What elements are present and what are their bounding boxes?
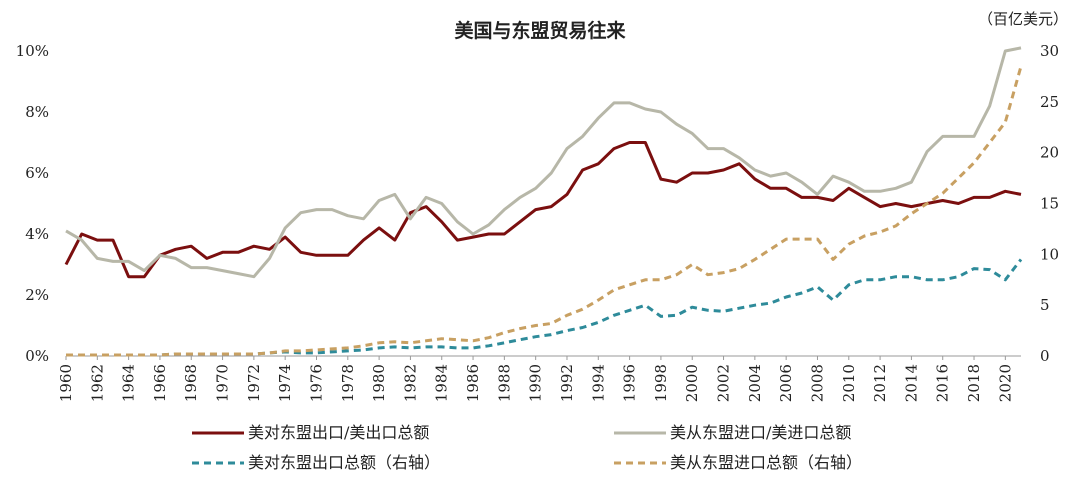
x-tick-label: 1976: [307, 364, 325, 402]
x-tick-label: 2018: [965, 364, 983, 402]
series-line-4: [66, 65, 1023, 357]
x-tick-label: 2002: [715, 364, 733, 402]
right-tick-label: 0: [1040, 347, 1050, 365]
x-tick-label: 1980: [370, 364, 388, 402]
x-tick-label: 1962: [88, 364, 106, 402]
x-tick-label: 1972: [245, 364, 263, 402]
right-tick-label: 10: [1040, 245, 1059, 263]
x-tick-label: 2000: [683, 364, 701, 402]
legend-label-3: 美对东盟出口总额（右轴）: [248, 453, 440, 472]
right-tick-label: 15: [1040, 195, 1059, 213]
x-tick-label: 2014: [902, 364, 920, 402]
left-tick-label: 0%: [25, 347, 49, 365]
left-tick-label: 4%: [25, 225, 49, 243]
x-tick-label: 1966: [151, 364, 169, 402]
x-tick-label: 2012: [871, 364, 889, 402]
right-tick-label: 20: [1040, 144, 1059, 162]
chart-title: 美国与东盟贸易往来: [454, 19, 625, 42]
legend-label-4: 美从东盟进口总额（右轴）: [670, 453, 862, 472]
legend-label-2: 美从东盟进口/美进口总额: [670, 423, 851, 442]
right-axis-unit: （百亿美元）: [978, 10, 1068, 28]
x-tick-label: 1978: [339, 364, 357, 402]
x-tick-label: 2016: [934, 364, 952, 402]
x-tick-label: 2020: [996, 364, 1014, 402]
x-tick-label: 2008: [808, 364, 826, 402]
series-line-3: [66, 258, 1023, 357]
left-tick-label: 2%: [25, 286, 49, 304]
right-axis-ticks: 0 5 10 15 20 25 30: [1040, 42, 1059, 365]
x-tick-label: 2004: [746, 364, 764, 402]
x-tick-label: 1994: [589, 364, 607, 402]
legend-label-1: 美对东盟出口/美出口总额: [248, 423, 429, 442]
left-axis-ticks: 0% 2% 4% 6% 8% 10%: [16, 42, 49, 365]
x-tick-label: 1990: [527, 364, 545, 402]
x-tick-label: 1968: [182, 364, 200, 402]
left-tick-label: 8%: [25, 103, 49, 121]
x-tick-label: 1964: [120, 364, 138, 402]
x-tick-label: 2010: [840, 364, 858, 402]
series-line-1: [64, 141, 1022, 279]
x-tick-label: 1988: [495, 364, 513, 402]
left-tick-label: 6%: [25, 164, 49, 182]
x-tick-label: 1982: [401, 364, 419, 402]
right-tick-label: 30: [1040, 42, 1059, 60]
series-lines: [64, 46, 1023, 357]
series-line-2: [65, 46, 1022, 279]
x-tick-label: 1998: [652, 364, 670, 402]
x-axis-ticks: 1960 1962 1964 1966 1968 1970 1972 1974 1976 1978…: [57, 356, 1014, 402]
x-tick-label: 1960: [57, 364, 75, 402]
x-tick-label: 1992: [558, 364, 576, 402]
x-tick-label: 1974: [276, 364, 294, 402]
x-tick-label: 1986: [464, 364, 482, 402]
left-tick-label: 10%: [16, 42, 49, 60]
x-tick-label: 2006: [777, 364, 795, 402]
right-tick-label: 25: [1040, 93, 1059, 111]
x-tick-label: 1984: [433, 364, 451, 402]
x-tick-label: 1996: [621, 364, 639, 402]
x-tick-label: 1970: [214, 364, 232, 402]
right-tick-label: 5: [1040, 296, 1050, 314]
